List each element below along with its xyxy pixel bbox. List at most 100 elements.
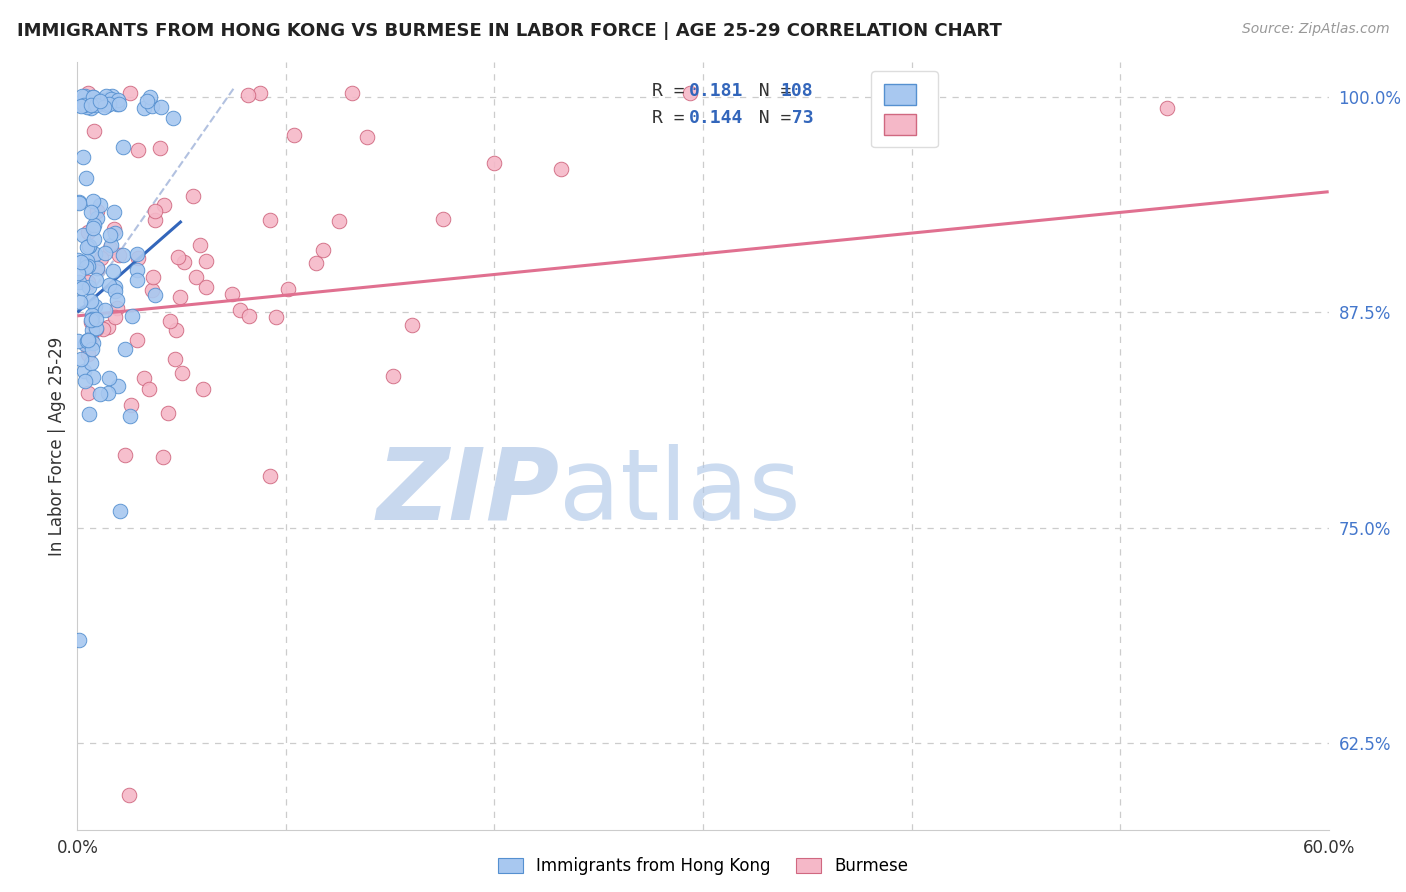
Point [72,89,94,103]
Point [72,150,94,164]
Point [142,270,165,285]
Point [83,247,105,261]
Point [312,243,335,257]
Point [84,322,107,336]
Point [105,301,128,315]
Point [94,246,117,260]
Point [84,321,107,335]
Point [153,198,176,212]
Point [76,225,98,239]
Point [238,310,260,324]
Point [98,371,121,385]
Point [259,469,281,483]
Point [259,212,281,227]
Point [80,313,103,327]
Point [141,283,163,297]
Point [91,93,114,107]
Point [76,337,98,351]
Point [70,254,93,268]
Point [93,100,115,114]
Text: atlas: atlas [560,443,801,541]
Point [76,334,98,348]
Point [80,294,103,309]
Point [76,275,98,289]
Point [103,204,125,219]
Point [195,280,218,294]
Point [229,303,252,318]
Legend: Immigrants from Hong Kong, Burmese: Immigrants from Hong Kong, Burmese [489,849,917,884]
Point [1156,101,1178,115]
Point [94,93,117,107]
Point [401,318,423,332]
Point [82,370,104,384]
Point [114,342,136,356]
Point [80,97,103,112]
Point [118,409,141,423]
Point [82,221,104,235]
Point [76,385,98,400]
Point [139,90,162,104]
Point [83,218,105,232]
Point [125,334,148,348]
Point [83,232,105,246]
Point [181,188,204,202]
Point [67,334,90,348]
Point [73,97,96,112]
Point [76,87,98,101]
Point [157,406,180,420]
Point [305,256,328,270]
Point [94,302,117,317]
Point [76,333,98,347]
Point [76,240,98,254]
Point [82,312,104,326]
Point [93,96,115,111]
Point [77,239,100,253]
Point [152,450,174,464]
Point [108,96,131,111]
Point [134,102,156,116]
Point [143,204,166,219]
Point [150,100,173,114]
Point [100,92,122,106]
Point [87,97,110,112]
Point [679,87,702,101]
Point [80,315,103,329]
Point [328,214,350,228]
Point [83,299,105,313]
Text: N =: N = [737,82,801,100]
Point [75,374,97,388]
Point [277,282,299,296]
Point [84,98,107,112]
Point [77,280,100,294]
Point [89,94,111,108]
Point [186,270,208,285]
Point [107,94,129,108]
Point [69,294,91,309]
Point [132,370,155,384]
Text: 0.181: 0.181 [689,82,744,100]
Text: ZIP: ZIP [375,443,560,541]
Point [83,95,105,109]
Point [110,503,132,517]
Point [86,261,108,276]
Point [104,280,127,294]
Point [98,241,121,255]
Point [75,171,97,186]
Point [97,385,120,400]
Point [76,253,98,268]
Text: R =: R = [652,82,695,100]
Text: N =: N = [737,109,801,127]
Point [86,211,108,226]
Point [169,290,191,304]
Point [188,237,211,252]
Point [283,128,305,142]
Point [77,259,100,273]
Legend: , : , [872,71,938,147]
Point [118,87,141,101]
Point [356,129,378,144]
Point [98,278,121,293]
Point [127,143,149,157]
Point [73,364,96,378]
Point [550,161,572,176]
Point [105,97,128,112]
